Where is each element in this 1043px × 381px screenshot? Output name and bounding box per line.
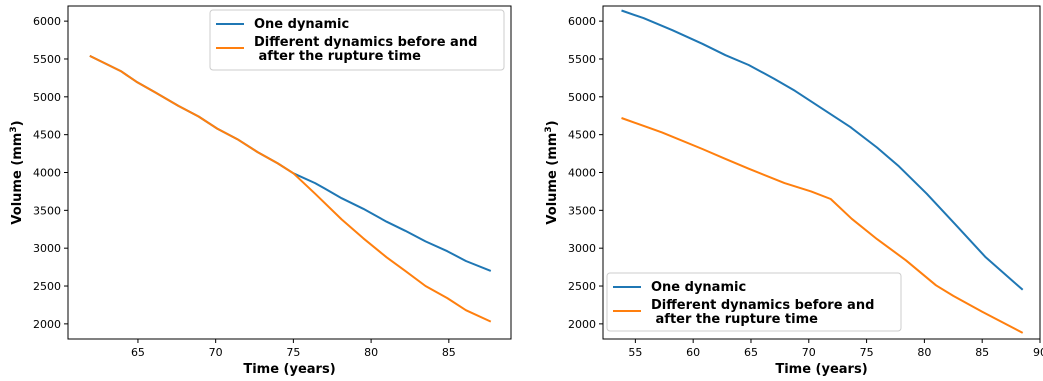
y-tick-label: 4000 [33, 167, 61, 180]
legend: One dynamic Different dynamics before and… [209, 9, 505, 71]
left-volume-chart: 65 70 75 80 85 2000 2500 3000 3500 4000 4500 5000 55… [9, 5, 512, 377]
y-tick-label: 4500 [568, 129, 596, 142]
legend-label: Different dynamics before and after the … [651, 298, 874, 327]
y-tick-label: 5000 [33, 91, 61, 104]
x-tick-label: 55 [628, 346, 642, 359]
x-axis-title: Time (years) [243, 362, 335, 377]
y-tick-label: 2000 [33, 318, 61, 331]
x-tick-label: 65 [131, 346, 145, 359]
y-tick-label: 2000 [568, 318, 596, 331]
y-tick-label: 3000 [33, 242, 61, 255]
x-tick-label: 70 [209, 346, 223, 359]
x-tick-label: 85 [442, 346, 456, 359]
x-tick-label: 75 [286, 346, 300, 359]
x-tick-label: 80 [364, 346, 378, 359]
y-tick-label: 3000 [568, 242, 596, 255]
y-tick-label: 2500 [568, 280, 596, 293]
y-axis-title: Volume (mm3) [9, 120, 25, 224]
series-line-1 [89, 55, 492, 323]
y-tick-label: 6000 [568, 15, 596, 28]
right-volume-chart: 55 60 65 70 75 80 85 90 2000 2500 3000 3500 4000 4500… [544, 5, 1043, 377]
x-axis-title: Time (years) [775, 362, 867, 377]
y-axis-title: Volume (mm3) [544, 120, 560, 224]
y-tick-label: 4000 [568, 167, 596, 180]
legend: One dynamic Different dynamics before and… [606, 272, 902, 332]
y-tick-label: 2500 [33, 280, 61, 293]
x-tick-label: 90 [1033, 346, 1043, 359]
legend-label: One dynamic [651, 280, 746, 295]
y-tick-label: 5500 [33, 53, 61, 66]
legend-box [209, 9, 505, 71]
y-tick-label: 5000 [568, 91, 596, 104]
series-line-0 [621, 9, 1024, 291]
y-tick-label: 6000 [33, 15, 61, 28]
x-tick-label: 60 [686, 346, 700, 359]
y-tick-label: 4500 [33, 129, 61, 142]
x-tick-label: 65 [744, 346, 758, 359]
legend-label: One dynamic [254, 17, 349, 32]
y-tick-label: 3500 [568, 204, 596, 217]
x-tick-label: 80 [917, 346, 931, 359]
series-line-0 [89, 55, 492, 272]
x-tick-label: 70 [802, 346, 816, 359]
x-tick-label: 75 [860, 346, 874, 359]
series-line-1 [621, 117, 1024, 334]
y-tick-label: 5500 [568, 53, 596, 66]
legend-label: Different dynamics before and after the … [254, 35, 477, 64]
y-tick-label: 3500 [33, 204, 61, 217]
legend-box [606, 272, 902, 332]
x-tick-label: 85 [975, 346, 989, 359]
